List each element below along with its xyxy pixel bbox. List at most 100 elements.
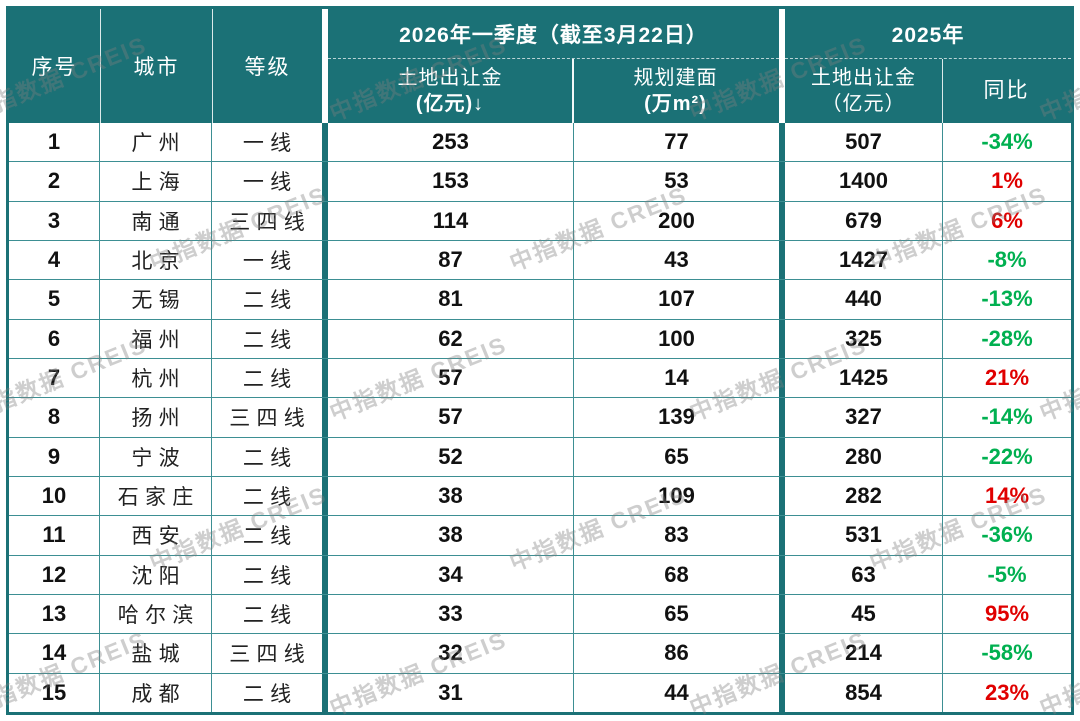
cell-yoy: 6% [943, 201, 1071, 240]
column-divider [322, 280, 328, 319]
header-block-2025: 2025年 土地出让金 （亿元） 同比 [785, 9, 1071, 123]
column-divider [779, 476, 785, 516]
cell-fee-2026: 57 [328, 358, 574, 398]
column-divider [322, 634, 328, 673]
cell-seq: 6 [9, 319, 100, 358]
cell-fee-2026: 31 [328, 673, 574, 712]
cell-fee-2026: 38 [328, 476, 574, 516]
header-group-2026: 2026年一季度（截至3月22日） [328, 9, 779, 59]
table-row: 7 杭州 二线 57 14 1425 21% [9, 358, 1071, 399]
table-row: 8 扬州 三四线 57 139 327 -14% [9, 398, 1071, 438]
cell-fee-2025: 282 [785, 476, 943, 516]
header-fee-2026-label: 土地出让金 [397, 67, 503, 89]
cell-fee-2025: 214 [785, 634, 943, 673]
cell-fee-2026: 87 [328, 240, 574, 280]
cell-seq: 5 [9, 280, 100, 319]
column-divider [779, 673, 785, 712]
cell-yoy: -13% [943, 280, 1071, 319]
cell-area-2026: 44 [574, 673, 779, 712]
header-block-2026: 2026年一季度（截至3月22日） 土地出让金 (亿元)↓ 规划建面 (万m²) [328, 9, 779, 123]
header-area-2026: 规划建面 (万m²) [574, 59, 777, 123]
cell-tier: 二线 [212, 594, 322, 634]
column-divider [779, 555, 785, 594]
column-divider [779, 162, 785, 201]
cell-area-2026: 100 [574, 319, 779, 358]
header-fee-2026-unit-sort-icon: (亿元)↓ [415, 93, 485, 115]
header-area-2026-label: 规划建面 [633, 67, 718, 89]
cell-fee-2025: 280 [785, 437, 943, 476]
cell-yoy: 95% [943, 594, 1071, 634]
cell-seq: 12 [9, 555, 100, 594]
cell-seq: 2 [9, 162, 100, 201]
cell-area-2026: 77 [574, 123, 779, 162]
cell-seq: 11 [9, 516, 100, 555]
column-divider [322, 673, 328, 712]
cell-area-2026: 65 [574, 437, 779, 476]
cell-city: 石家庄 [100, 476, 212, 516]
cell-city: 盐城 [100, 634, 212, 673]
header-fee-2025-unit: （亿元） [821, 93, 906, 115]
table-row: 11 西安 二线 38 83 531 -36% [9, 516, 1071, 556]
header-subrow-2025: 土地出让金 （亿元） 同比 [785, 59, 1071, 123]
cell-fee-2025: 440 [785, 280, 943, 319]
header-fee-2025: 土地出让金 （亿元） [785, 59, 943, 123]
header-tier: 等级 [212, 9, 322, 123]
header-block-left: 序号 城市 等级 [9, 9, 322, 123]
cell-yoy: -28% [943, 319, 1071, 358]
cell-tier: 一线 [212, 123, 322, 162]
cell-city: 扬州 [100, 398, 212, 437]
cell-fee-2026: 81 [328, 280, 574, 319]
cell-yoy: 1% [943, 162, 1071, 201]
cell-yoy: -36% [943, 516, 1071, 555]
column-divider [322, 476, 328, 516]
cell-fee-2025: 531 [785, 516, 943, 555]
cell-fee-2026: 33 [328, 594, 574, 634]
table-row: 15 成都 二线 31 44 854 23% [9, 673, 1071, 712]
cell-city: 杭州 [100, 358, 212, 398]
cell-fee-2026: 52 [328, 437, 574, 476]
cell-fee-2025: 1425 [785, 358, 943, 398]
cell-seq: 9 [9, 437, 100, 476]
cell-tier: 三四线 [212, 634, 322, 673]
cell-city: 无锡 [100, 280, 212, 319]
cell-fee-2025: 63 [785, 555, 943, 594]
table-body: 1 广州 一线 253 77 507 -34% 2 上海 一线 153 53 1… [9, 123, 1071, 712]
cell-tier: 二线 [212, 319, 322, 358]
table: 序号 城市 等级 2026年一季度（截至3月22日） 土地出让金 (亿元)↓ 规… [6, 6, 1074, 715]
cell-tier: 三四线 [212, 201, 322, 240]
cell-seq: 1 [9, 123, 100, 162]
cell-city: 广州 [100, 123, 212, 162]
cell-yoy: -58% [943, 634, 1071, 673]
cell-seq: 7 [9, 358, 100, 398]
table-row: 6 福州 二线 62 100 325 -28% [9, 319, 1071, 359]
column-divider [322, 437, 328, 476]
table-row: 2 上海 一线 153 53 1400 1% [9, 162, 1071, 202]
cell-city: 南通 [100, 201, 212, 240]
cell-fee-2025: 1400 [785, 162, 943, 201]
table-row: 12 沈阳 二线 34 68 63 -5% [9, 555, 1071, 595]
cell-area-2026: 68 [574, 555, 779, 594]
cell-area-2026: 109 [574, 476, 779, 516]
cell-seq: 15 [9, 673, 100, 712]
table-row: 10 石家庄 二线 38 109 282 14% [9, 476, 1071, 517]
column-divider [322, 594, 328, 634]
cell-fee-2026: 153 [328, 162, 574, 201]
table-row: 13 哈尔滨 二线 33 65 45 95% [9, 594, 1071, 635]
header-city: 城市 [100, 9, 212, 123]
column-divider [779, 319, 785, 358]
cell-tier: 二线 [212, 280, 322, 319]
cell-area-2026: 83 [574, 516, 779, 555]
cell-yoy: 23% [943, 673, 1071, 712]
cell-tier: 二线 [212, 476, 322, 516]
cell-tier: 二线 [212, 358, 322, 398]
table-row: 14 盐城 三四线 32 86 214 -58% [9, 634, 1071, 674]
cell-seq: 4 [9, 240, 100, 280]
cell-fee-2025: 507 [785, 123, 943, 162]
cell-yoy: -5% [943, 555, 1071, 594]
column-divider [779, 240, 785, 280]
column-divider [322, 319, 328, 358]
cell-area-2026: 53 [574, 162, 779, 201]
column-divider [779, 634, 785, 673]
cell-fee-2025: 325 [785, 319, 943, 358]
cell-fee-2026: 114 [328, 201, 574, 240]
